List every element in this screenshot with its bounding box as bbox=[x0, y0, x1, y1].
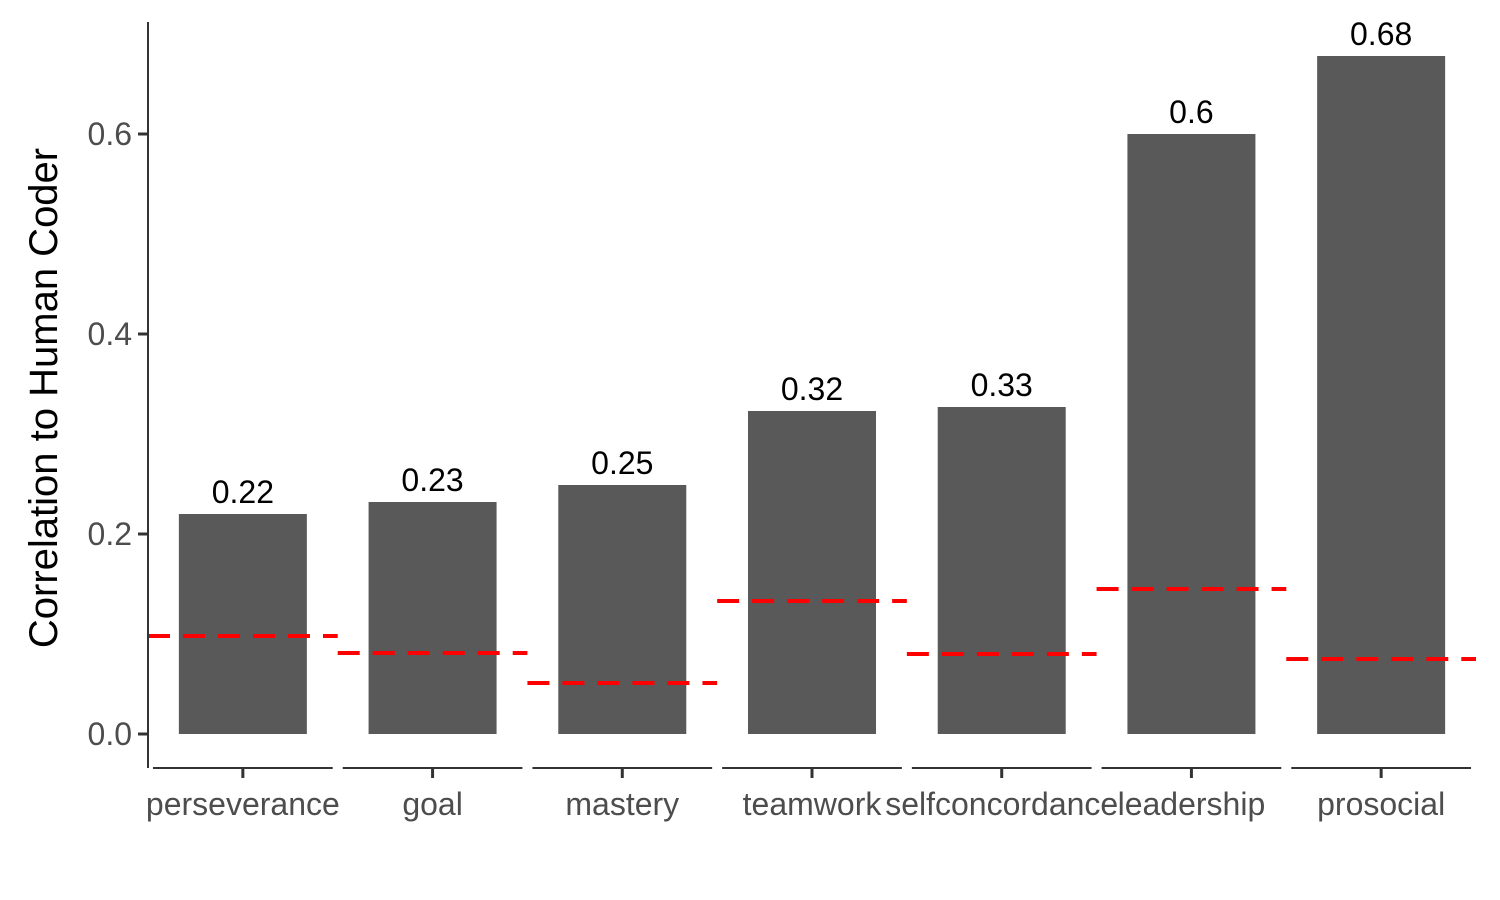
x-tick-label-teamwork: teamwork bbox=[743, 786, 883, 822]
bar-labels-group: 0.22 0.23 0.25 0.32 0.33 0.6 0.68 bbox=[212, 16, 1413, 510]
y-axis: 0.0 0.2 0.4 0.6 bbox=[88, 22, 149, 768]
bar-value-label-selfconcordance: 0.33 bbox=[971, 367, 1033, 403]
y-axis-title: Correlation to Human Coder bbox=[22, 148, 66, 648]
bar-value-label-mastery: 0.25 bbox=[591, 445, 653, 481]
y-tick-label-1: 0.2 bbox=[88, 516, 132, 552]
x-tick-label-mastery: mastery bbox=[565, 786, 679, 822]
bar-perseverance bbox=[178, 514, 307, 734]
bar-goal bbox=[368, 502, 497, 734]
y-tick-label-2: 0.4 bbox=[88, 316, 132, 352]
x-tick-label-perseverance: perseverance bbox=[146, 786, 340, 822]
bar-leadership bbox=[1127, 134, 1256, 734]
y-tick-label-0: 0.0 bbox=[88, 716, 132, 752]
baselines-group bbox=[148, 587, 1476, 685]
bar-value-label-leadership: 0.6 bbox=[1169, 94, 1213, 130]
x-tick-label-selfconcordance: selfconcordance bbox=[885, 786, 1118, 822]
x-tick-label-goal: goal bbox=[402, 786, 463, 822]
x-tick-label-prosocial: prosocial bbox=[1317, 786, 1445, 822]
bar-prosocial bbox=[1317, 56, 1446, 734]
bar-selfconcordance bbox=[937, 407, 1066, 734]
bar-value-label-perseverance: 0.22 bbox=[212, 474, 274, 510]
bar-value-label-goal: 0.23 bbox=[401, 462, 463, 498]
bar-teamwork bbox=[748, 411, 876, 734]
y-tick-label-3: 0.6 bbox=[88, 116, 132, 152]
bar-value-label-teamwork: 0.32 bbox=[781, 371, 843, 407]
x-axis: perseverance goal mastery teamwork selfconco… bbox=[146, 767, 1471, 822]
x-tick-label-leadership: leadership bbox=[1118, 786, 1266, 822]
bar-mastery bbox=[558, 485, 687, 734]
bar-value-label-prosocial: 0.68 bbox=[1350, 16, 1412, 52]
bars-group bbox=[178, 56, 1446, 734]
